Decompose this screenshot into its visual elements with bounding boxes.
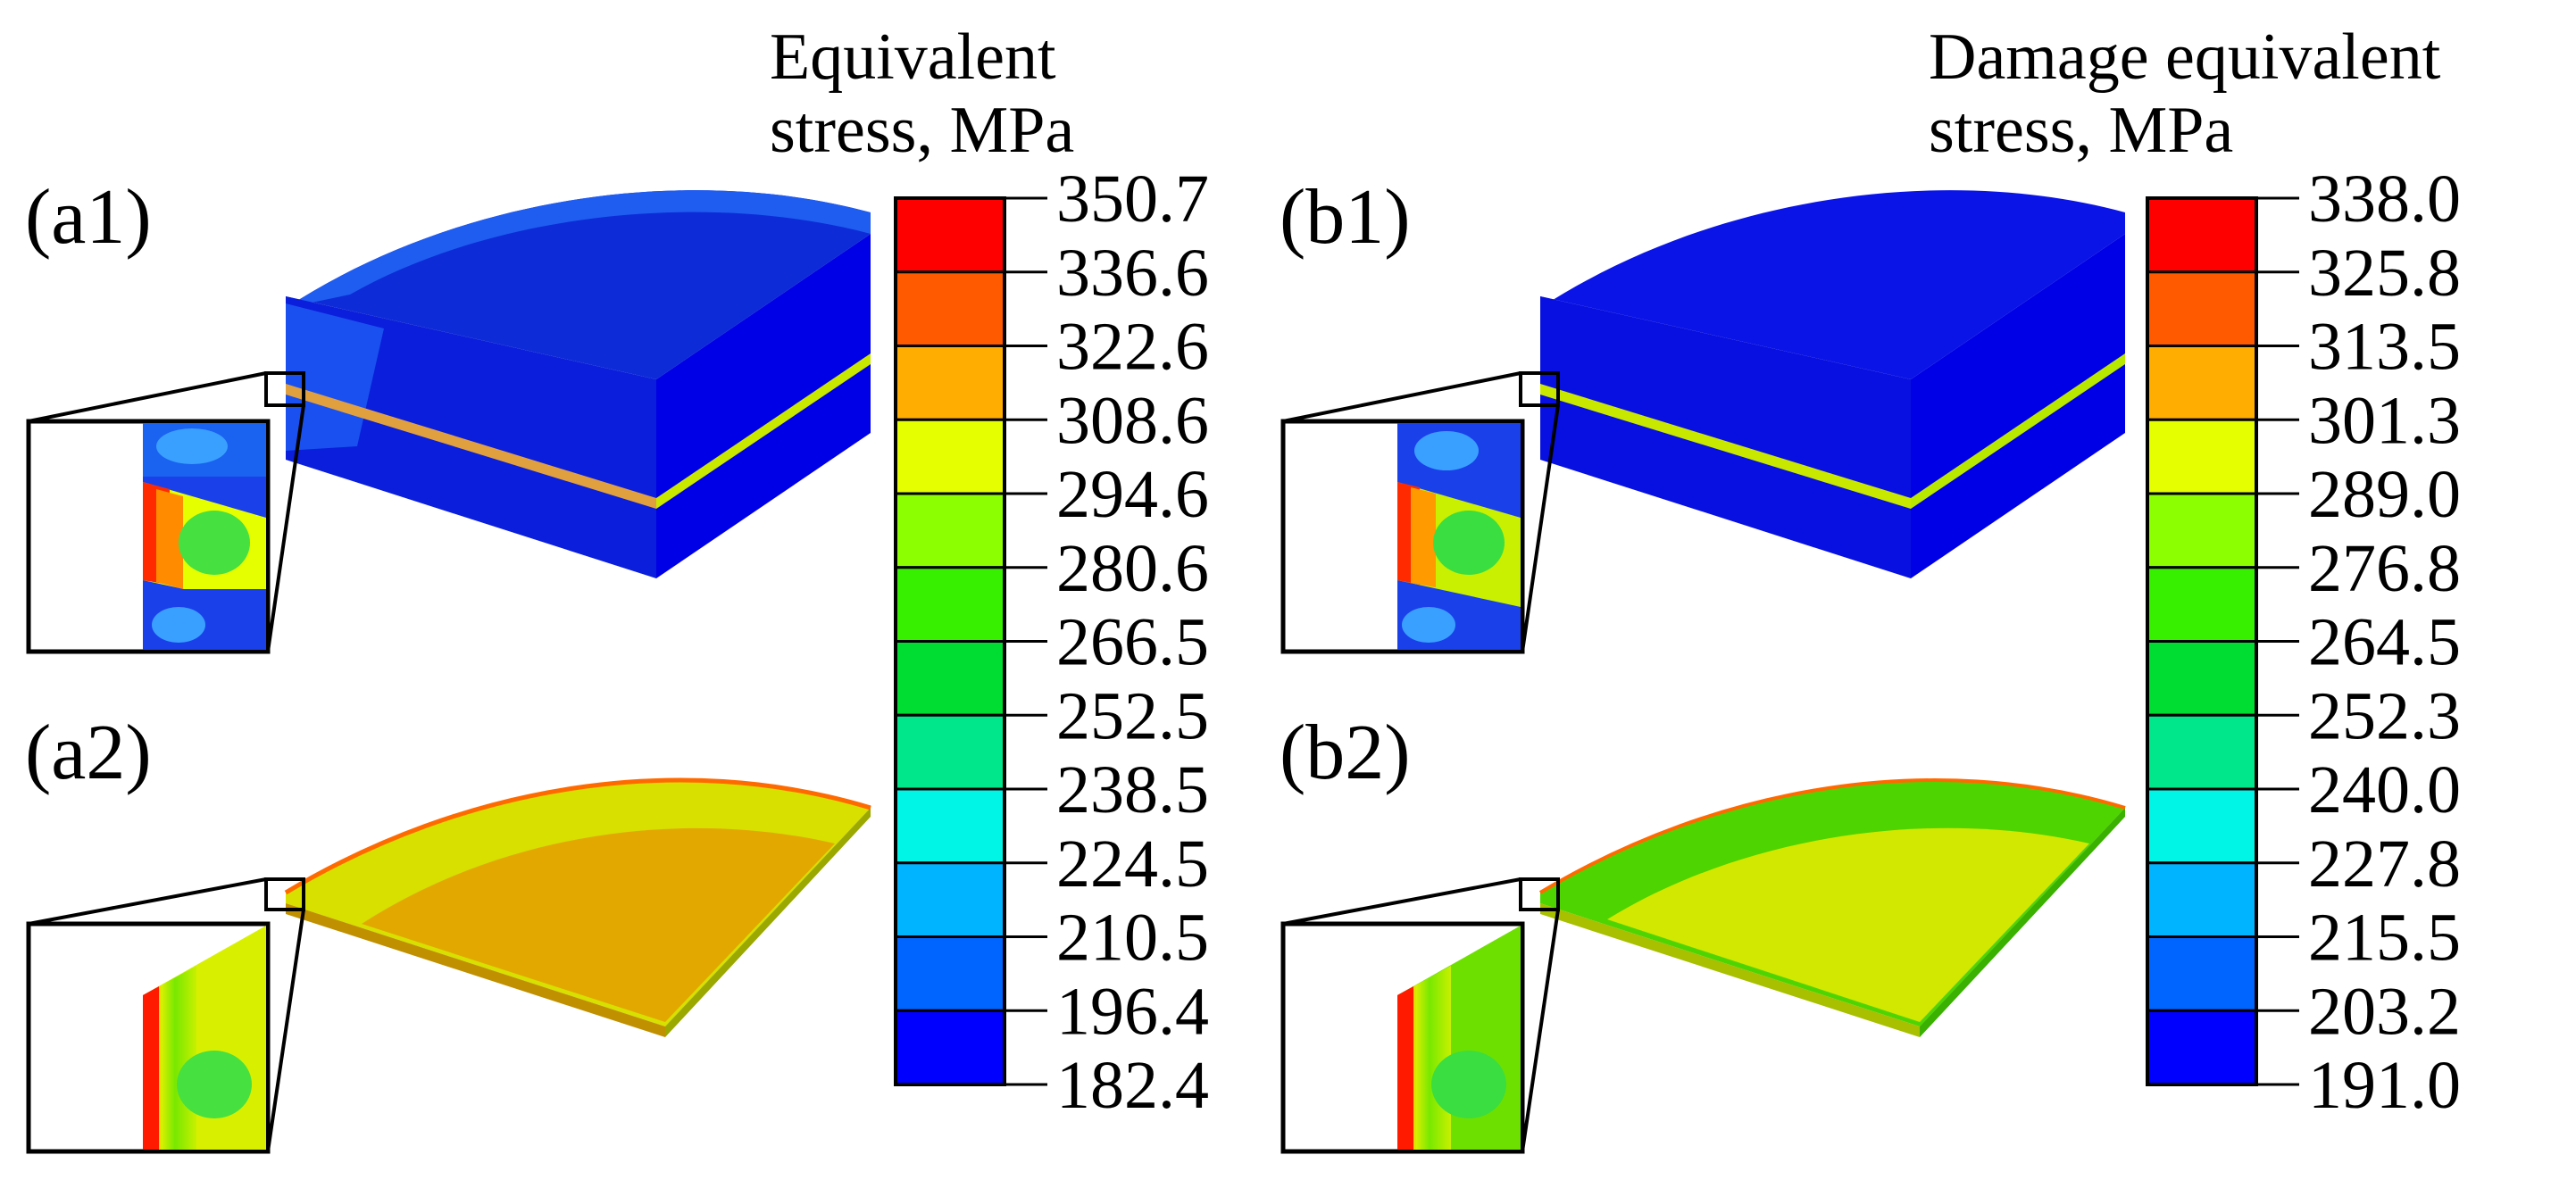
a2-outer-rim <box>284 777 871 895</box>
legend-b: Damage equivalent stress, MPa 338.0325.8… <box>1929 21 2461 1123</box>
legend_a-color-band-1 <box>894 270 1006 347</box>
legend_a-tick-label-3: 308.6 <box>1056 383 1209 458</box>
legend_b-color-band-9 <box>2146 861 2258 938</box>
zoom-inset-a2 <box>26 877 305 1154</box>
legend_b-color-band-8 <box>2146 787 2258 865</box>
b2-layer-right-edge <box>1920 808 2125 1037</box>
legend_b-tick-label-2: 313.5 <box>2308 310 2461 385</box>
b2-layer-core <box>1607 827 2089 1022</box>
legend_a-tick-label-2: 322.6 <box>1056 310 1209 385</box>
legend_a-color-band-11 <box>894 1009 1006 1086</box>
legend_a-tick-label-8: 238.5 <box>1056 752 1209 827</box>
legend-a-tick-labels: 350.7336.6322.6308.6294.6280.6266.5252.5… <box>1005 162 1209 1123</box>
legend_b-tick-label-12: 191.0 <box>2308 1048 2461 1123</box>
legend_a-tick-label-6: 266.5 <box>1056 605 1209 680</box>
legend_a-tick-label-11: 196.4 <box>1056 974 1209 1049</box>
panel-b1-model <box>1540 190 2125 578</box>
a1-front-face <box>286 296 656 578</box>
panel-label-a1: (a1) <box>25 174 152 261</box>
legend_a-tick-label-0: 350.7 <box>1056 162 1209 237</box>
legend_b-color-band-5 <box>2146 566 2258 643</box>
legend_a-color-band-4 <box>894 492 1006 569</box>
legend_a-tick-label-5: 280.6 <box>1056 531 1209 606</box>
legend_b-tick-label-11: 203.2 <box>2308 974 2461 1049</box>
legend_b-tick-label-6: 264.5 <box>2308 605 2461 680</box>
legend-b-title-line1: Damage equivalent <box>1929 21 2441 94</box>
legend_a-tick-label-10: 210.5 <box>1056 901 1209 976</box>
a1-top-rim <box>286 190 871 308</box>
zoom-inset-b2 <box>1280 877 1560 1154</box>
legend_a-tick-label-12: 182.4 <box>1056 1048 1209 1123</box>
panel-label-a2: (a2) <box>25 710 152 796</box>
legend_b-tick-label-3: 301.3 <box>2308 383 2461 458</box>
legend_b-tick-label-5: 276.8 <box>2308 531 2461 606</box>
b1-interlayer-band-right <box>1911 353 2125 509</box>
legend_b-tick-label-9: 227.8 <box>2308 827 2461 902</box>
legend_b-color-band-1 <box>2146 270 2258 347</box>
legend_a-color-band-6 <box>894 640 1006 717</box>
zoom-inset-a1 <box>26 371 305 654</box>
legend_b-tick-label-1: 325.8 <box>2308 236 2461 311</box>
b2-layer-edge <box>1540 903 1920 1037</box>
b1-front-face <box>1540 296 1911 578</box>
legend_a-color-band-5 <box>894 566 1006 643</box>
legend-a-title-line2: stress, MPa <box>770 94 1074 167</box>
legend-a-title-line1: Equivalent <box>770 21 1056 94</box>
legend_a-tick-label-7: 252.5 <box>1056 678 1209 753</box>
a1-right-face <box>656 234 871 578</box>
legend_a-color-band-10 <box>894 935 1006 1012</box>
a2-layer-right-edge <box>665 808 871 1037</box>
b1-right-face <box>1911 234 2125 578</box>
legend_b-color-band-3 <box>2146 418 2258 495</box>
legend_b-tick-label-7: 252.3 <box>2308 678 2461 753</box>
legend_a-color-band-9 <box>894 861 1006 938</box>
legend_a-color-band-8 <box>894 787 1006 865</box>
legend_b-tick-label-4: 289.0 <box>2308 457 2461 532</box>
legend_a-tick-label-4: 294.6 <box>1056 457 1209 532</box>
legend_b-tick-label-10: 215.5 <box>2308 901 2461 976</box>
legend-a: Equivalent stress, MPa 350.7336.6322.630… <box>770 21 1209 1123</box>
legend_b-color-band-2 <box>2146 345 2258 421</box>
a1-interlayer-band-front <box>286 384 656 509</box>
legend_a-color-band-2 <box>894 345 1006 421</box>
b1-top-surface <box>1540 190 2125 379</box>
legend_a-color-band-0 <box>894 196 1006 274</box>
legend_b-color-band-10 <box>2146 935 2258 1012</box>
legend_b-color-band-11 <box>2146 1009 2258 1086</box>
legend_b-tick-label-8: 240.0 <box>2308 752 2461 827</box>
panel-a1-model <box>286 190 871 578</box>
panel-a2-model <box>284 777 871 1037</box>
a2-layer-edge <box>286 903 665 1037</box>
a2-layer-core <box>362 827 835 1022</box>
panel-b2-model <box>1538 778 2126 1037</box>
legend_b-color-band-4 <box>2146 492 2258 569</box>
legend-b-tick-labels: 338.0325.8313.5301.3289.0276.8264.5252.3… <box>2256 162 2461 1123</box>
b2-outer-rim <box>1538 778 2126 894</box>
legend_a-tick-label-9: 224.5 <box>1056 827 1209 902</box>
legend-b-title-line2: stress, MPa <box>1929 94 2233 167</box>
legend_a-tick-label-1: 336.6 <box>1056 236 1209 311</box>
legend_a-color-band-3 <box>894 418 1006 495</box>
legend-a-color-bar <box>894 196 1006 1086</box>
panel-label-b1: (b1) <box>1280 174 1411 261</box>
zoom-inset-b1 <box>1280 371 1560 654</box>
legend_b-color-band-0 <box>2146 196 2258 274</box>
b1-interlayer-band-front <box>1540 384 1911 509</box>
legend_b-tick-label-0: 338.0 <box>2308 162 2461 237</box>
panel-label-b2: (b2) <box>1280 710 1411 796</box>
legend_b-color-band-6 <box>2146 640 2258 717</box>
a1-interlayer-band-right <box>656 353 871 509</box>
legend-b-color-bar <box>2146 196 2258 1086</box>
legend_b-color-band-7 <box>2146 713 2258 791</box>
legend_a-color-band-7 <box>894 713 1006 791</box>
